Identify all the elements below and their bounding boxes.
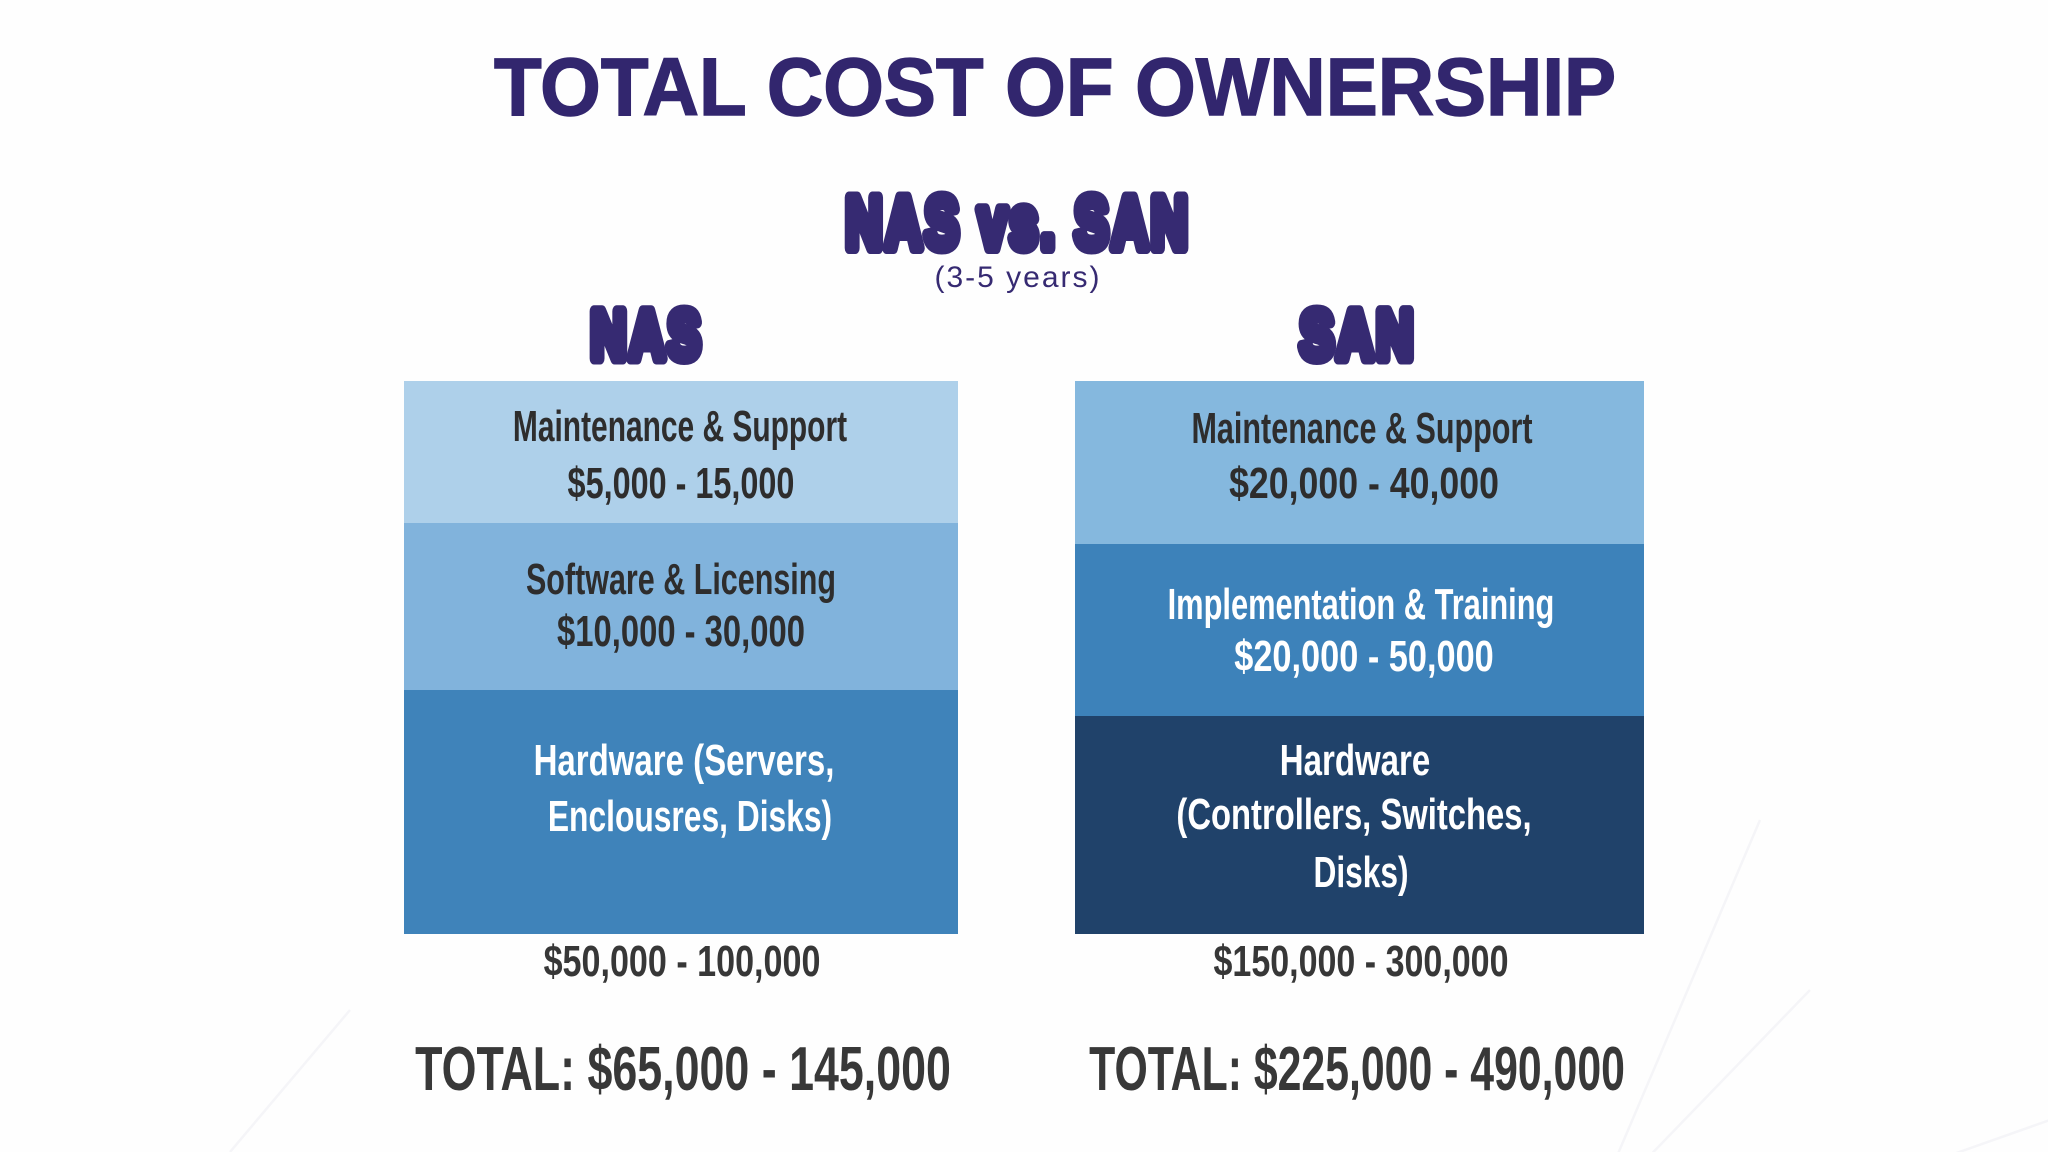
svg-text:SAN: SAN	[1300, 296, 1416, 373]
svg-text:NAS: NAS	[591, 296, 704, 373]
svg-text:NAS vs. SAN: NAS vs. SAN	[846, 183, 1191, 264]
